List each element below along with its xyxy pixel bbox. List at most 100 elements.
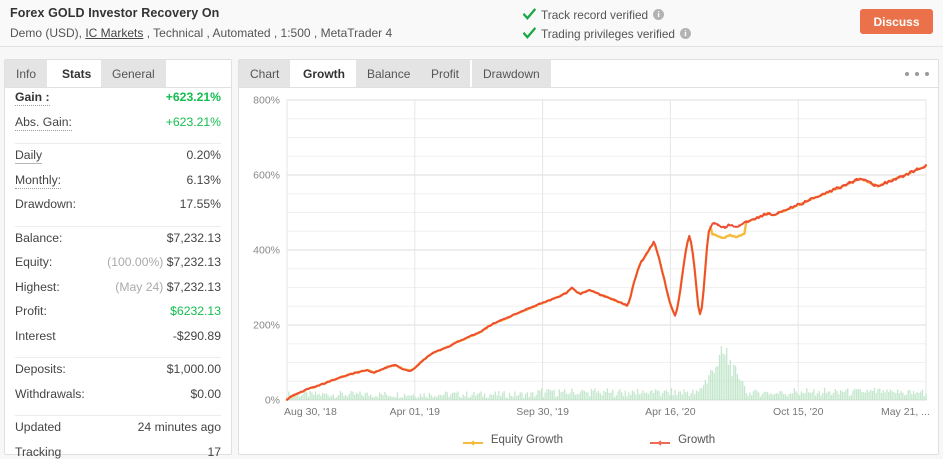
stat-value-balance: $7,232.13: [166, 230, 221, 245]
stat-value-equity-amount: $7,232.13: [166, 255, 221, 269]
stat-label-equity: Equity:: [15, 255, 53, 269]
stat-value-daily: 0.20%: [186, 148, 221, 162]
tab-balance[interactable]: Balance: [356, 60, 422, 87]
stat-value-highest-date: (May 24): [115, 279, 164, 294]
svg-text:200%: 200%: [253, 320, 280, 332]
account-identity: Forex GOLD Investor Recovery On Demo (US…: [10, 5, 392, 42]
legend-label-equity-growth: Equity Growth: [490, 434, 564, 446]
tab-stats[interactable]: Stats: [51, 60, 103, 87]
info-icon[interactable]: i: [679, 28, 691, 39]
verification-label: Track record verified: [541, 7, 649, 22]
stat-label-balance: Balance:: [15, 230, 63, 245]
stat-label-daily[interactable]: Daily: [15, 148, 43, 164]
stat-value-highest: (May 24) $7,232.13: [115, 280, 221, 294]
svg-text:800%: 800%: [253, 95, 280, 107]
svg-text:Apr 16, '20: Apr 16, '20: [645, 406, 696, 418]
stat-row-gain: Gain : +623.21%: [15, 90, 221, 115]
svg-text:Oct 15, '20: Oct 15, '20: [773, 406, 824, 418]
stat-value-deposits: $1,000.00: [166, 362, 221, 376]
discuss-button[interactable]: Discuss: [860, 9, 933, 34]
stats-group-meta: Updated 24 minutes ago Tracking 17: [15, 420, 221, 459]
stat-label-interest: Interest: [15, 328, 56, 343]
stat-value-gain: +623.21%: [165, 90, 221, 104]
stat-label-monthly[interactable]: Monthly:: [15, 172, 62, 189]
legend-swatch-equity-growth: [462, 435, 484, 446]
account-meta: Demo (USD), IC Markets , Technical , Aut…: [10, 25, 392, 42]
stat-value-drawdown: 17.55%: [179, 197, 221, 211]
stat-label-abs-gain[interactable]: Abs. Gain:: [15, 114, 72, 131]
account-meta-suffix: , Technical , Automated , 1:500 , MetaTr…: [143, 26, 393, 40]
verification-row-trading-privileges: Trading privileges verified i: [523, 25, 691, 42]
stat-value-highest-amount: $7,232.13: [166, 279, 221, 294]
svg-text:0%: 0%: [265, 395, 280, 407]
stat-label-tracking: Tracking: [15, 444, 62, 459]
stat-value-interest: -$290.89: [172, 328, 221, 343]
stat-label-highest: Highest:: [15, 279, 60, 294]
divider: [15, 357, 221, 358]
info-icon[interactable]: i: [653, 9, 665, 20]
verification-row-track-record: Track record verified i: [523, 6, 691, 23]
verification-label: Trading privileges verified: [541, 26, 675, 41]
tab-growth[interactable]: Growth: [292, 60, 356, 87]
svg-text:Sep 30, '19: Sep 30, '19: [516, 406, 569, 418]
stat-label-withdrawals: Withdrawals:: [15, 386, 85, 401]
page-header: Forex GOLD Investor Recovery On Demo (US…: [0, 0, 943, 47]
stat-label-profit: Profit:: [15, 304, 47, 318]
stats-panel: Info Stats General Gain : +623.21% Abs. …: [4, 59, 232, 459]
tabstrip-divider: [5, 87, 231, 88]
svg-text:Apr 01, '19: Apr 01, '19: [390, 406, 441, 418]
stat-row-withdrawals: Withdrawals: $0.00: [15, 387, 221, 412]
svg-text:Aug 30, '18: Aug 30, '18: [284, 406, 337, 418]
stats-group-funding: Deposits: $1,000.00 Withdrawals: $0.00: [15, 362, 221, 411]
stats-group-gain: Gain : +623.21% Abs. Gain: +623.21%: [15, 87, 221, 139]
legend-item-growth[interactable]: Growth: [649, 434, 715, 446]
stats-list: Gain : +623.21% Abs. Gain: +623.21% Dail…: [5, 87, 231, 459]
stat-label-deposits: Deposits:: [15, 362, 66, 376]
stat-label-drawdown: Drawdown:: [15, 197, 76, 211]
growth-chart: 0% 200% 400% 600% 800% Aug 30, '18 Apr 01, '19…: [239, 88, 938, 455]
divider: [15, 225, 221, 227]
stats-tabstrip: Info Stats General: [5, 60, 231, 88]
stat-value-equity-percent: (100.00%): [107, 255, 164, 269]
chart-panel: Chart Growth Balance Profit Drawdown 0% 2…: [238, 59, 939, 455]
kebab-menu-icon[interactable]: [905, 68, 929, 80]
stat-row-drawdown: Drawdown: 17.55%: [15, 197, 221, 222]
stat-row-profit: Profit: $6232.13: [15, 304, 221, 329]
tab-profit[interactable]: Profit: [420, 60, 471, 87]
growth-chart-svg[interactable]: 0% 200% 400% 600% 800% Aug 30, '18 Apr 01, '19…: [239, 88, 938, 428]
legend-item-equity-growth[interactable]: Equity Growth: [462, 434, 563, 446]
stat-row-highest: Highest: (May 24) $7,232.13: [15, 280, 221, 305]
tab-general[interactable]: General: [101, 60, 166, 87]
tabstrip-divider: [239, 87, 938, 88]
stat-label-gain[interactable]: Gain :: [15, 90, 50, 106]
broker-link[interactable]: IC Markets: [85, 26, 144, 40]
tab-drawdown[interactable]: Drawdown: [472, 60, 551, 87]
svg-text:400%: 400%: [253, 245, 280, 257]
stat-row-tracking: Tracking 17: [15, 445, 221, 459]
stats-group-performance: Daily 0.20% Monthly: 6.13% Drawdown: 17.…: [15, 148, 221, 222]
tab-chart[interactable]: Chart: [239, 60, 291, 87]
check-icon: [523, 27, 536, 40]
stat-row-balance: Balance: $7,232.13: [15, 231, 221, 256]
stat-value-abs-gain: +623.21%: [165, 114, 221, 129]
stat-row-equity: Equity: (100.00%) $7,232.13: [15, 255, 221, 280]
stats-group-account: Balance: $7,232.13 Equity: (100.00%) $7,…: [15, 231, 221, 354]
stat-row-monthly: Monthly: 6.13%: [15, 173, 221, 198]
svg-text:May 21, ...: May 21, ...: [881, 406, 930, 418]
chart-tabstrip: Chart Growth Balance Profit Drawdown: [239, 60, 938, 88]
stat-row-deposits: Deposits: $1,000.00: [15, 362, 221, 387]
account-title: Forex GOLD Investor Recovery On: [10, 6, 220, 20]
stat-value-tracking: 17: [207, 444, 221, 459]
verification-badges: Track record verified i Trading privileg…: [523, 6, 691, 42]
tab-info[interactable]: Info: [5, 60, 48, 87]
check-icon: [523, 8, 536, 21]
stat-row-interest: Interest -$290.89: [15, 329, 221, 354]
stat-row-updated: Updated 24 minutes ago: [15, 420, 221, 445]
stat-row-daily: Daily 0.20%: [15, 148, 221, 173]
legend-label-growth: Growth: [678, 434, 716, 446]
legend-swatch-growth: [649, 435, 671, 446]
stat-value-updated: 24 minutes ago: [137, 420, 221, 434]
stat-value-withdrawals: $0.00: [190, 386, 222, 401]
divider: [15, 143, 221, 144]
